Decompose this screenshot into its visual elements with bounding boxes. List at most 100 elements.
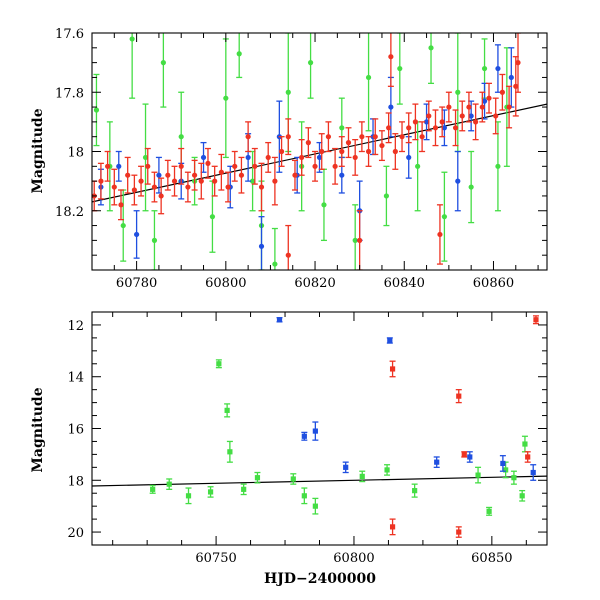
top-red-data-point xyxy=(318,133,325,170)
top-red-data-point xyxy=(245,121,252,153)
bottom-blue-data-point xyxy=(342,461,349,474)
top-red-data-point xyxy=(291,159,298,191)
top-ylabel: Magnitude xyxy=(30,108,46,193)
bottom-green-data-point xyxy=(521,435,528,453)
top-green-data-point xyxy=(365,33,372,132)
top-red-data-point xyxy=(97,162,104,200)
bottom-y-tick-label: 18 xyxy=(67,474,84,489)
bottom-green-data-point xyxy=(240,483,247,496)
top-red-data-point xyxy=(265,141,272,173)
top-red-data-point xyxy=(445,91,452,123)
top-red-data-point xyxy=(405,112,412,144)
top-green-data-point xyxy=(142,103,149,212)
top-red-data-point xyxy=(378,130,385,162)
top-x-tick-label: 60800 xyxy=(205,276,246,291)
top-red-data-point xyxy=(285,118,292,156)
top-green-data-point xyxy=(222,38,229,159)
top-green-data-point xyxy=(271,227,278,270)
bottom-red-data-point xyxy=(532,315,539,325)
top-blue-data-point xyxy=(494,44,501,93)
top-red-data-point xyxy=(325,121,332,153)
top-blue-data-point xyxy=(481,82,488,120)
top-y-tick-label: 18.2 xyxy=(55,205,84,220)
top-red-data-point xyxy=(492,97,499,135)
top-y-tick-label: 17.8 xyxy=(55,86,84,101)
bottom-green-data-point xyxy=(226,440,233,463)
bottom-green-data-point xyxy=(519,489,526,502)
top-blue-data-point xyxy=(454,150,461,212)
top-red-data-point xyxy=(465,91,472,123)
top-plot-area xyxy=(92,33,547,270)
bottom-green-data-point xyxy=(301,487,308,505)
top-red-data-point xyxy=(258,162,265,212)
top-blue-data-point xyxy=(115,150,122,182)
bottom-green-data-point xyxy=(215,359,222,369)
bottom-blue-data-point xyxy=(466,451,473,463)
top-red-data-point xyxy=(365,136,372,167)
top-red-data-point xyxy=(338,136,345,167)
bottom-blue-data-point xyxy=(433,456,440,468)
top-red-data-point xyxy=(452,109,459,147)
bottom-green-data-point xyxy=(384,464,391,476)
bottom-green-data-point xyxy=(185,487,192,505)
bottom-blue-data-point xyxy=(312,421,319,441)
bottom-red-data-point xyxy=(524,451,531,463)
bottom-red-data-point xyxy=(389,360,396,378)
top-red-data-point xyxy=(271,156,278,206)
top-x-tick-label: 60840 xyxy=(384,276,425,291)
top-red-data-point xyxy=(387,33,394,87)
bottom-green-data-point xyxy=(486,506,493,516)
bottom-blue-data-point xyxy=(499,455,506,472)
top-red-data-point xyxy=(225,171,232,203)
top-red-data-point xyxy=(204,147,211,179)
bottom-red-data-point xyxy=(461,451,468,458)
top-red-data-point xyxy=(285,224,292,270)
top-green-data-point xyxy=(129,33,136,99)
top-red-data-point xyxy=(251,147,258,185)
top-red-data-point xyxy=(399,121,406,153)
top-y-tick-label: 18 xyxy=(67,146,84,161)
top-red-data-point xyxy=(499,73,506,111)
bottom-plot-area xyxy=(92,315,547,538)
bottom-y-tick-label: 14 xyxy=(67,371,84,386)
top-red-data-point xyxy=(238,156,245,194)
top-red-data-point xyxy=(356,210,363,270)
bottom-green-data-point xyxy=(510,470,517,485)
top-green-data-point xyxy=(494,121,501,212)
top-green-data-point xyxy=(249,150,256,212)
x-axis-label: HJD−2400000 xyxy=(264,571,376,587)
bottom-x-tick-label: 60850 xyxy=(471,551,512,566)
bottom-ylabel: Magnitude xyxy=(30,387,46,472)
top-y-tick-label: 17.6 xyxy=(55,27,84,42)
top-red-data-point xyxy=(412,103,419,141)
bottom-red-data-point xyxy=(455,526,462,538)
top-red-data-point xyxy=(515,33,522,93)
bottom-green-data-point xyxy=(475,466,482,484)
top-red-data-point xyxy=(191,159,198,191)
top-red-data-point xyxy=(218,153,225,191)
bottom-green-data-point xyxy=(290,473,297,485)
top-red-data-point xyxy=(432,109,439,147)
top-red-data-point xyxy=(231,150,238,182)
top-red-data-point xyxy=(459,100,466,132)
top-green-data-point xyxy=(441,171,448,262)
bottom-x-tick-label: 60750 xyxy=(195,551,236,566)
top-red-data-point xyxy=(198,162,205,200)
bottom-blue-data-point xyxy=(301,431,308,441)
top-green-data-point xyxy=(236,33,243,79)
top-red-data-point xyxy=(479,91,486,123)
top-red-data-point xyxy=(211,165,218,197)
bottom-green-data-point xyxy=(254,471,261,484)
bottom-green-data-point xyxy=(166,478,173,490)
bottom-blue-data-point xyxy=(530,464,537,481)
top-red-data-point xyxy=(164,159,171,191)
bottom-y-tick-label: 16 xyxy=(67,423,84,438)
top-red-data-point xyxy=(345,127,352,159)
top-red-data-point xyxy=(131,174,138,206)
top-green-data-point xyxy=(209,180,216,253)
top-red-data-point xyxy=(472,103,479,141)
top-red-data-point xyxy=(439,106,446,138)
bottom-green-data-point xyxy=(359,470,366,483)
top-x-tick-label: 60780 xyxy=(116,276,157,291)
bottom-blue-data-point xyxy=(276,317,283,323)
